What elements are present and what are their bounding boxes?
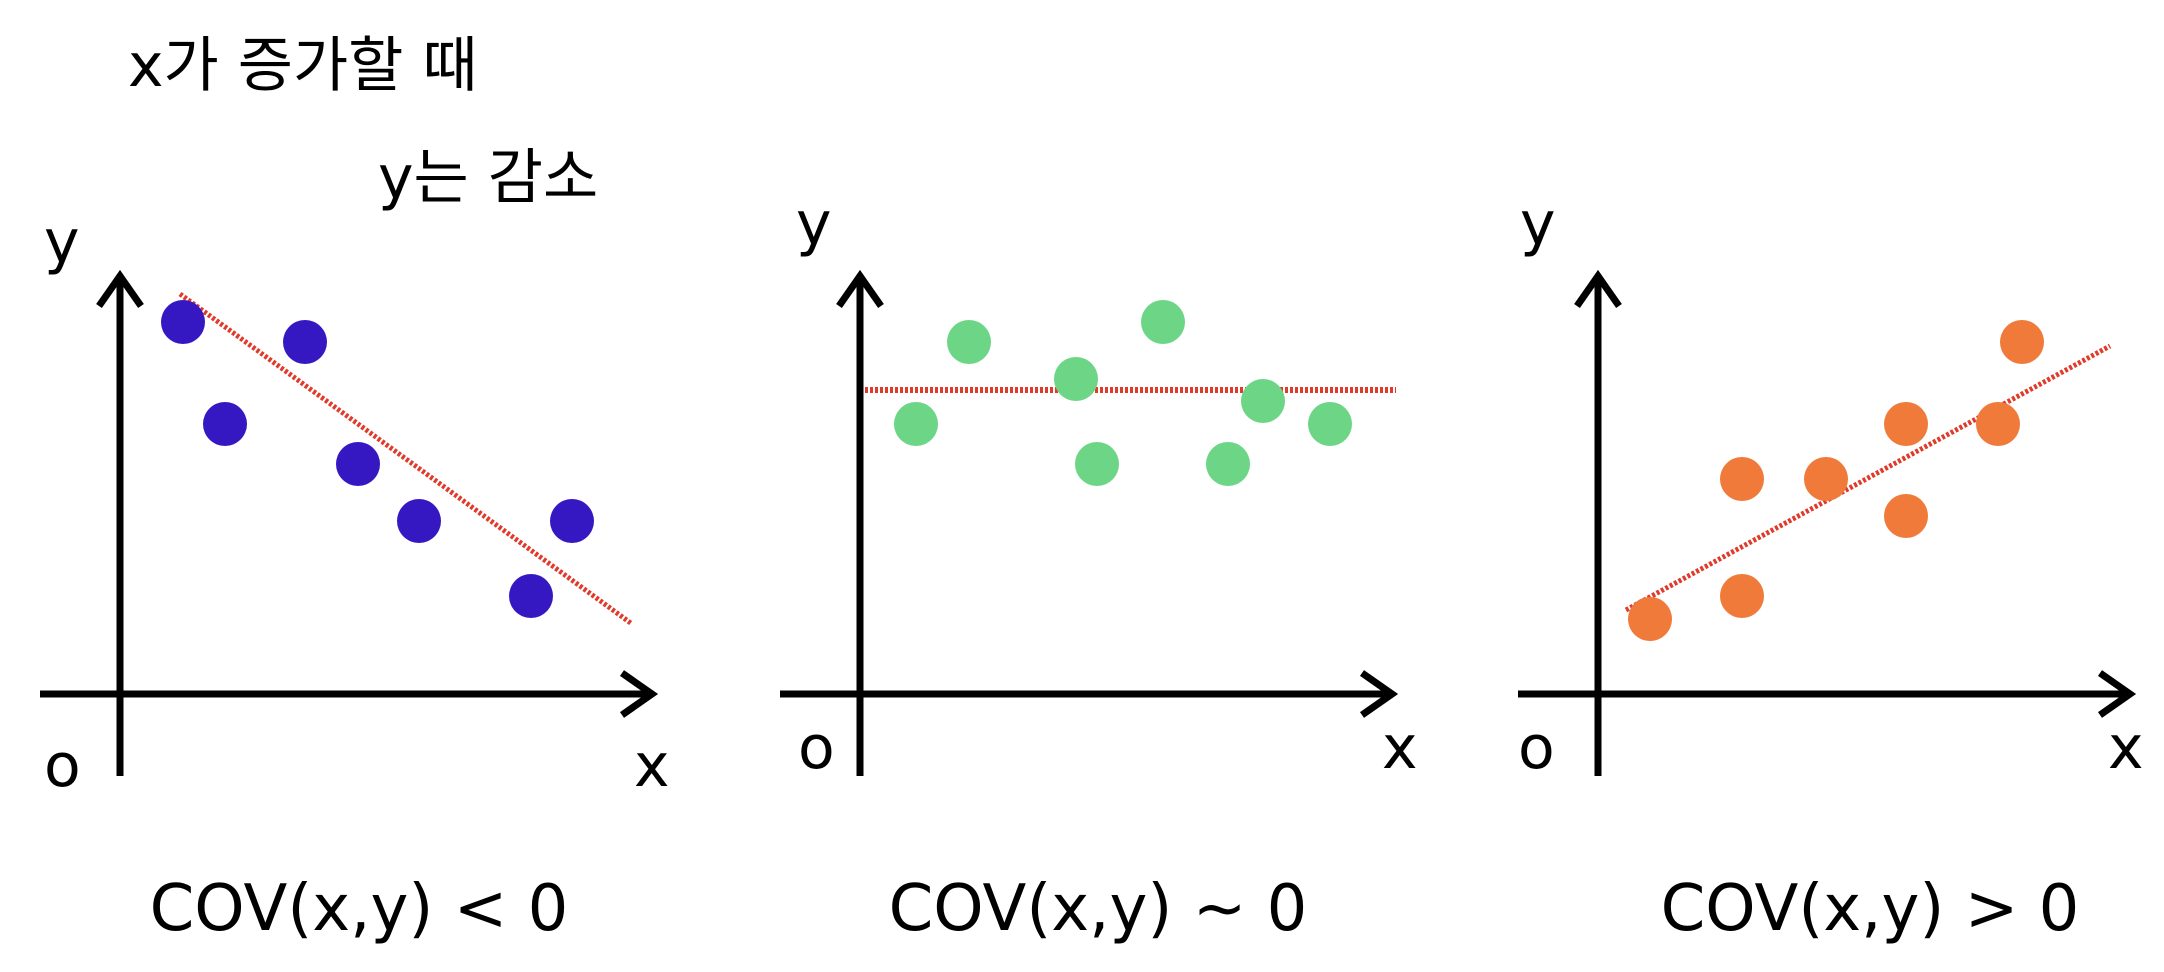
origin-label: o	[1518, 713, 1555, 783]
data-point	[397, 499, 441, 543]
x-axis-label: x	[2108, 713, 2144, 783]
y-axis-arrowhead	[836, 269, 884, 309]
data-point	[1628, 597, 1672, 641]
y-axis-label: y	[796, 189, 832, 259]
data-point	[1075, 442, 1119, 486]
covariance-caption: COV(x,y) < 0	[150, 872, 569, 946]
x-axis-arrowhead	[619, 670, 659, 718]
data-point	[1884, 494, 1928, 538]
x-axis-label: x	[634, 731, 670, 801]
y-axis-label: y	[44, 207, 80, 277]
data-points	[894, 300, 1352, 486]
data-point	[2000, 320, 2044, 364]
data-point	[509, 574, 553, 618]
data-point	[283, 320, 327, 364]
data-point	[203, 402, 247, 446]
data-point	[1976, 402, 2020, 446]
data-point	[1720, 574, 1764, 618]
data-point	[1241, 379, 1285, 423]
x-axis-arrowhead	[1359, 670, 1399, 718]
data-point	[1141, 300, 1185, 344]
x-axis-arrowhead	[2097, 670, 2137, 718]
y-axis-arrowhead	[96, 269, 144, 309]
origin-label: o	[44, 731, 81, 801]
data-points	[1628, 320, 2044, 641]
annotation-line-1: x가 증가할 때	[128, 31, 478, 101]
data-point	[1054, 357, 1098, 401]
y-axis-label: y	[1520, 189, 1556, 259]
origin-label: o	[798, 713, 835, 783]
data-point	[1804, 457, 1848, 501]
data-point	[947, 320, 991, 364]
data-point	[1720, 457, 1764, 501]
x-axis-label: x	[1382, 713, 1418, 783]
covariance-caption: COV(x,y) > 0	[1661, 872, 2080, 946]
covariance-caption: COV(x,y) ~ 0	[889, 872, 1308, 946]
data-point	[1884, 402, 1928, 446]
data-point	[550, 499, 594, 543]
panel-positive: y x o COV(x,y) > 0	[1518, 189, 2144, 946]
data-point	[894, 402, 938, 446]
panel-zero: y x o COV(x,y) ~ 0	[780, 189, 1418, 946]
data-point	[1206, 442, 1250, 486]
trend-line-increasing	[1624, 343, 2112, 613]
data-point	[1308, 402, 1352, 446]
data-points	[161, 300, 594, 618]
annotation-line-2: y는 감소	[378, 143, 598, 213]
data-point	[336, 442, 380, 486]
trend-line-decreasing	[178, 291, 634, 627]
data-point	[161, 300, 205, 344]
panel-negative: y x o COV(x,y) < 0	[40, 207, 670, 946]
y-axis-arrowhead	[1574, 269, 1622, 309]
